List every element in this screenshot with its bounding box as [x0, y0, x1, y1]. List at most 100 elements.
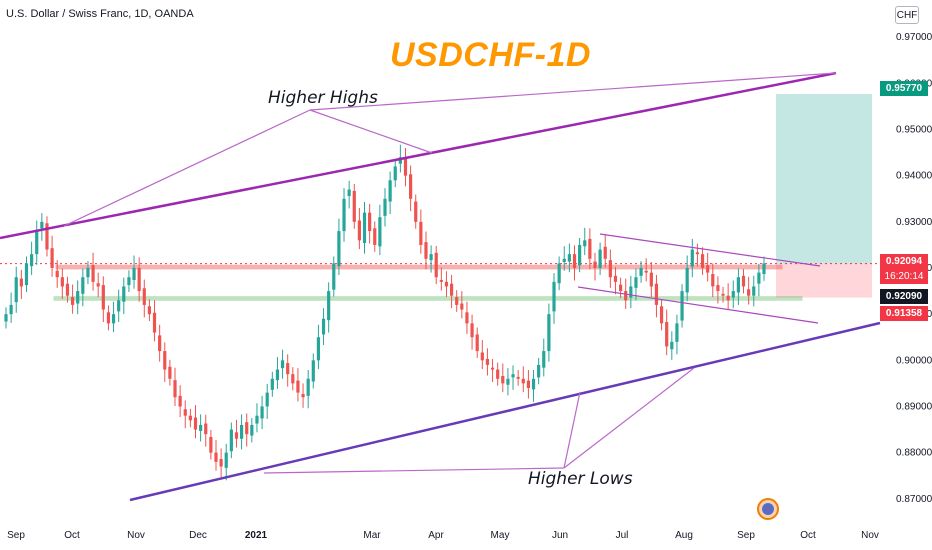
candle-body — [321, 318, 326, 335]
candle-body — [562, 258, 566, 262]
candle-body — [70, 297, 75, 305]
support-band — [53, 296, 803, 301]
y-tick-label: 0.94000 — [896, 171, 932, 182]
x-tick-label: Oct — [64, 530, 80, 541]
broker-logo-icon[interactable] — [757, 498, 779, 520]
candle-body — [654, 283, 659, 305]
candle-body — [362, 212, 367, 244]
candle-body — [711, 274, 715, 287]
candle-body — [465, 312, 469, 324]
candle-body — [368, 212, 372, 232]
candle-body — [301, 394, 305, 398]
candle-body — [286, 363, 290, 375]
candle-body — [122, 286, 126, 302]
candle-body — [480, 352, 484, 361]
candle-body — [700, 254, 705, 268]
candle-body — [327, 291, 331, 321]
candle-body — [695, 252, 700, 255]
candle-body — [547, 314, 551, 352]
y-tick-label: 0.97000 — [896, 32, 932, 43]
y-tick-label: 0.90000 — [896, 355, 932, 366]
candle-body — [424, 242, 428, 259]
candle-body — [142, 288, 146, 305]
channel-lower-line — [577, 286, 819, 324]
candle-body — [618, 284, 623, 292]
candle-body — [644, 270, 648, 273]
y-tick-label: 0.88000 — [896, 448, 932, 459]
candle-body — [444, 281, 449, 287]
stop-price-badge: 0.91358 — [880, 306, 928, 321]
candle-body — [419, 221, 423, 245]
candle-body — [65, 283, 70, 296]
candle-body — [127, 277, 131, 286]
candle-body — [357, 220, 361, 241]
candle-body — [9, 304, 13, 315]
candle-body — [255, 415, 259, 424]
candle-body — [234, 432, 239, 439]
candle-body — [152, 312, 157, 333]
higher-highs-label: Higher Highs — [268, 88, 378, 108]
candle-body — [403, 158, 408, 176]
candle-body — [91, 265, 95, 282]
candle-body — [147, 306, 152, 315]
candle-body — [117, 300, 121, 312]
x-tick-label: Apr — [428, 530, 444, 541]
candle-body — [347, 189, 351, 196]
candle-body — [567, 254, 571, 262]
higher-lows-pointer-left — [263, 467, 565, 474]
candle-body — [239, 424, 244, 439]
candle-body — [398, 157, 402, 164]
candle-body — [496, 369, 500, 379]
candle-body — [193, 417, 198, 430]
candle-body — [250, 424, 254, 436]
candle-body — [526, 380, 531, 388]
candle-body — [178, 395, 182, 407]
candle-body — [485, 358, 490, 365]
candle-body — [542, 351, 546, 368]
x-tick-label: Aug — [675, 530, 693, 541]
candle-body — [306, 378, 310, 396]
candle-body — [45, 223, 49, 250]
candle-body — [603, 246, 607, 259]
candle-body — [572, 254, 577, 268]
candle-body — [60, 277, 64, 287]
candle-body — [634, 277, 638, 288]
candle-body — [373, 228, 377, 245]
x-tick-label: Jun — [552, 530, 568, 541]
x-tick-label: Nov — [861, 530, 879, 541]
higher-lows-pointer-mid — [563, 391, 581, 469]
candle-body — [132, 268, 136, 280]
candle-body — [265, 392, 269, 407]
candle-body — [608, 260, 612, 278]
candle-body — [383, 198, 387, 216]
candle-body — [511, 374, 515, 378]
candle-body — [332, 263, 336, 290]
candle-body — [470, 323, 474, 338]
x-tick-label: Nov — [127, 530, 145, 541]
candle-body — [81, 277, 85, 294]
candle-body — [531, 378, 536, 390]
currency-button[interactable]: CHF — [895, 6, 919, 24]
stop-zone — [776, 263, 872, 298]
candle-body — [741, 275, 746, 287]
chart-title: USDCHF-1D — [390, 36, 591, 74]
candle-body — [409, 174, 413, 199]
channel-upper-line — [599, 233, 821, 267]
candle-body — [414, 201, 418, 222]
higher-highs-connector — [309, 72, 837, 111]
candle-body — [475, 334, 479, 352]
candle-body — [163, 351, 167, 370]
candle-body — [613, 275, 618, 282]
higher-highs-pointer-right — [309, 109, 433, 154]
y-tick-label: 0.89000 — [896, 401, 932, 412]
symbol-title: U.S. Dollar / Swiss Franc, 1D, OANDA — [6, 8, 194, 20]
candle-body — [747, 289, 751, 296]
candle-body — [629, 286, 633, 298]
candle-body — [460, 303, 464, 310]
candle-body — [736, 277, 740, 293]
candle-body — [670, 341, 674, 350]
candle-body — [55, 270, 59, 278]
candle-body — [393, 166, 397, 181]
candle-body — [106, 312, 111, 324]
